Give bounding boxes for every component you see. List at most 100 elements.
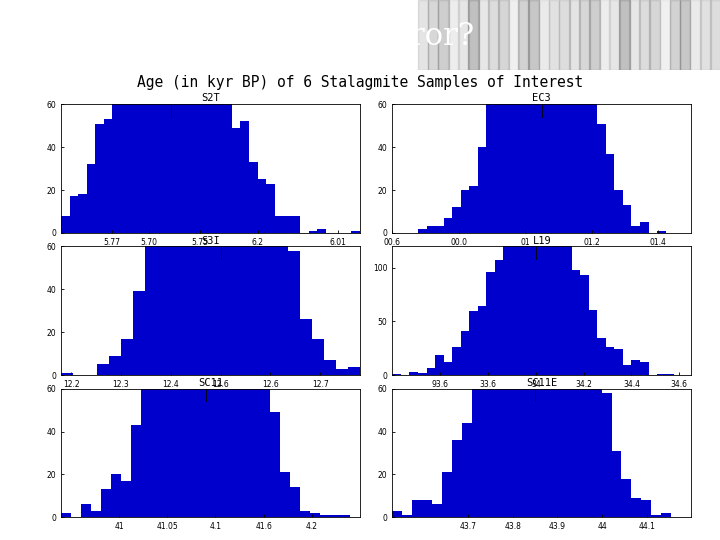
Bar [461, 190, 469, 233]
Bar [498, 0, 509, 70]
Bar [266, 184, 274, 233]
Bar [700, 0, 711, 70]
Bar [161, 299, 171, 517]
Bar [312, 339, 324, 375]
Bar [462, 423, 472, 517]
Bar [171, 170, 181, 517]
Bar [95, 124, 104, 233]
Bar [606, 153, 614, 233]
Bar [495, 260, 503, 375]
Bar [640, 362, 649, 375]
Bar [172, 0, 181, 233]
Bar [61, 373, 73, 375]
Bar [147, 0, 155, 233]
Bar [614, 190, 623, 233]
Bar [532, 129, 542, 517]
Bar [230, 211, 240, 517]
Bar [518, 0, 529, 70]
Bar [418, 228, 426, 233]
Bar [121, 339, 133, 375]
Bar [300, 511, 310, 517]
Bar [274, 216, 283, 233]
Bar [563, 0, 572, 233]
Title: EC3: EC3 [532, 93, 552, 104]
Bar [336, 369, 348, 375]
Bar [486, 272, 495, 375]
Bar [452, 347, 461, 375]
Bar [448, 0, 459, 70]
Bar [444, 218, 452, 233]
Bar [220, 112, 230, 517]
Bar [631, 498, 642, 517]
Bar [642, 500, 652, 517]
Bar [569, 0, 580, 70]
Bar [145, 242, 157, 375]
Bar [320, 515, 330, 517]
Bar [580, 44, 589, 233]
Bar [61, 216, 70, 233]
Bar [276, 235, 288, 375]
Bar [598, 338, 606, 375]
Bar [502, 189, 512, 517]
Bar [141, 374, 151, 517]
Bar [253, 28, 264, 375]
Bar [309, 231, 318, 233]
Bar [554, 225, 563, 375]
Bar [280, 472, 290, 517]
Bar [426, 368, 435, 375]
Bar [589, 83, 598, 233]
Bar [478, 147, 486, 233]
Title: L19: L19 [532, 235, 552, 246]
Bar [318, 228, 326, 233]
Bar [546, 0, 554, 233]
Bar [310, 513, 320, 517]
Bar [640, 222, 649, 233]
Bar [538, 0, 546, 233]
Bar [458, 0, 469, 70]
Bar [111, 475, 121, 517]
Bar [157, 204, 168, 375]
Bar [392, 374, 401, 375]
Bar [438, 0, 449, 70]
Bar [606, 347, 614, 375]
Text: How to Determine Age Error?: How to Determine Age Error? [9, 21, 474, 52]
Bar [461, 331, 469, 375]
Bar [223, 89, 232, 233]
Bar [649, 0, 660, 70]
Bar [521, 191, 529, 375]
Bar [528, 0, 539, 70]
Bar [348, 367, 360, 375]
Bar [133, 292, 145, 375]
Bar [495, 23, 503, 233]
Bar [292, 216, 300, 233]
Bar [228, 0, 240, 375]
Bar [261, 359, 270, 517]
Bar [207, 38, 215, 233]
Bar [512, 228, 521, 375]
Bar [572, 0, 580, 233]
Bar [631, 226, 640, 233]
Bar [418, 0, 428, 70]
Bar [290, 487, 300, 517]
Bar [599, 0, 610, 70]
Bar [512, 125, 522, 517]
Bar [423, 500, 432, 517]
Bar [469, 311, 478, 375]
Bar [582, 374, 592, 517]
Bar [562, 241, 572, 517]
Bar [549, 0, 559, 70]
Bar [61, 513, 71, 517]
Bar [559, 0, 570, 70]
Bar [240, 122, 249, 233]
Bar [478, 307, 486, 375]
Bar [240, 241, 251, 517]
Bar [163, 0, 172, 233]
Bar [87, 164, 95, 233]
Bar [283, 216, 292, 233]
Bar [452, 207, 461, 233]
Bar [217, 0, 228, 375]
Bar [435, 226, 444, 233]
Bar [482, 296, 492, 517]
Bar [486, 96, 495, 233]
Bar [580, 275, 589, 375]
